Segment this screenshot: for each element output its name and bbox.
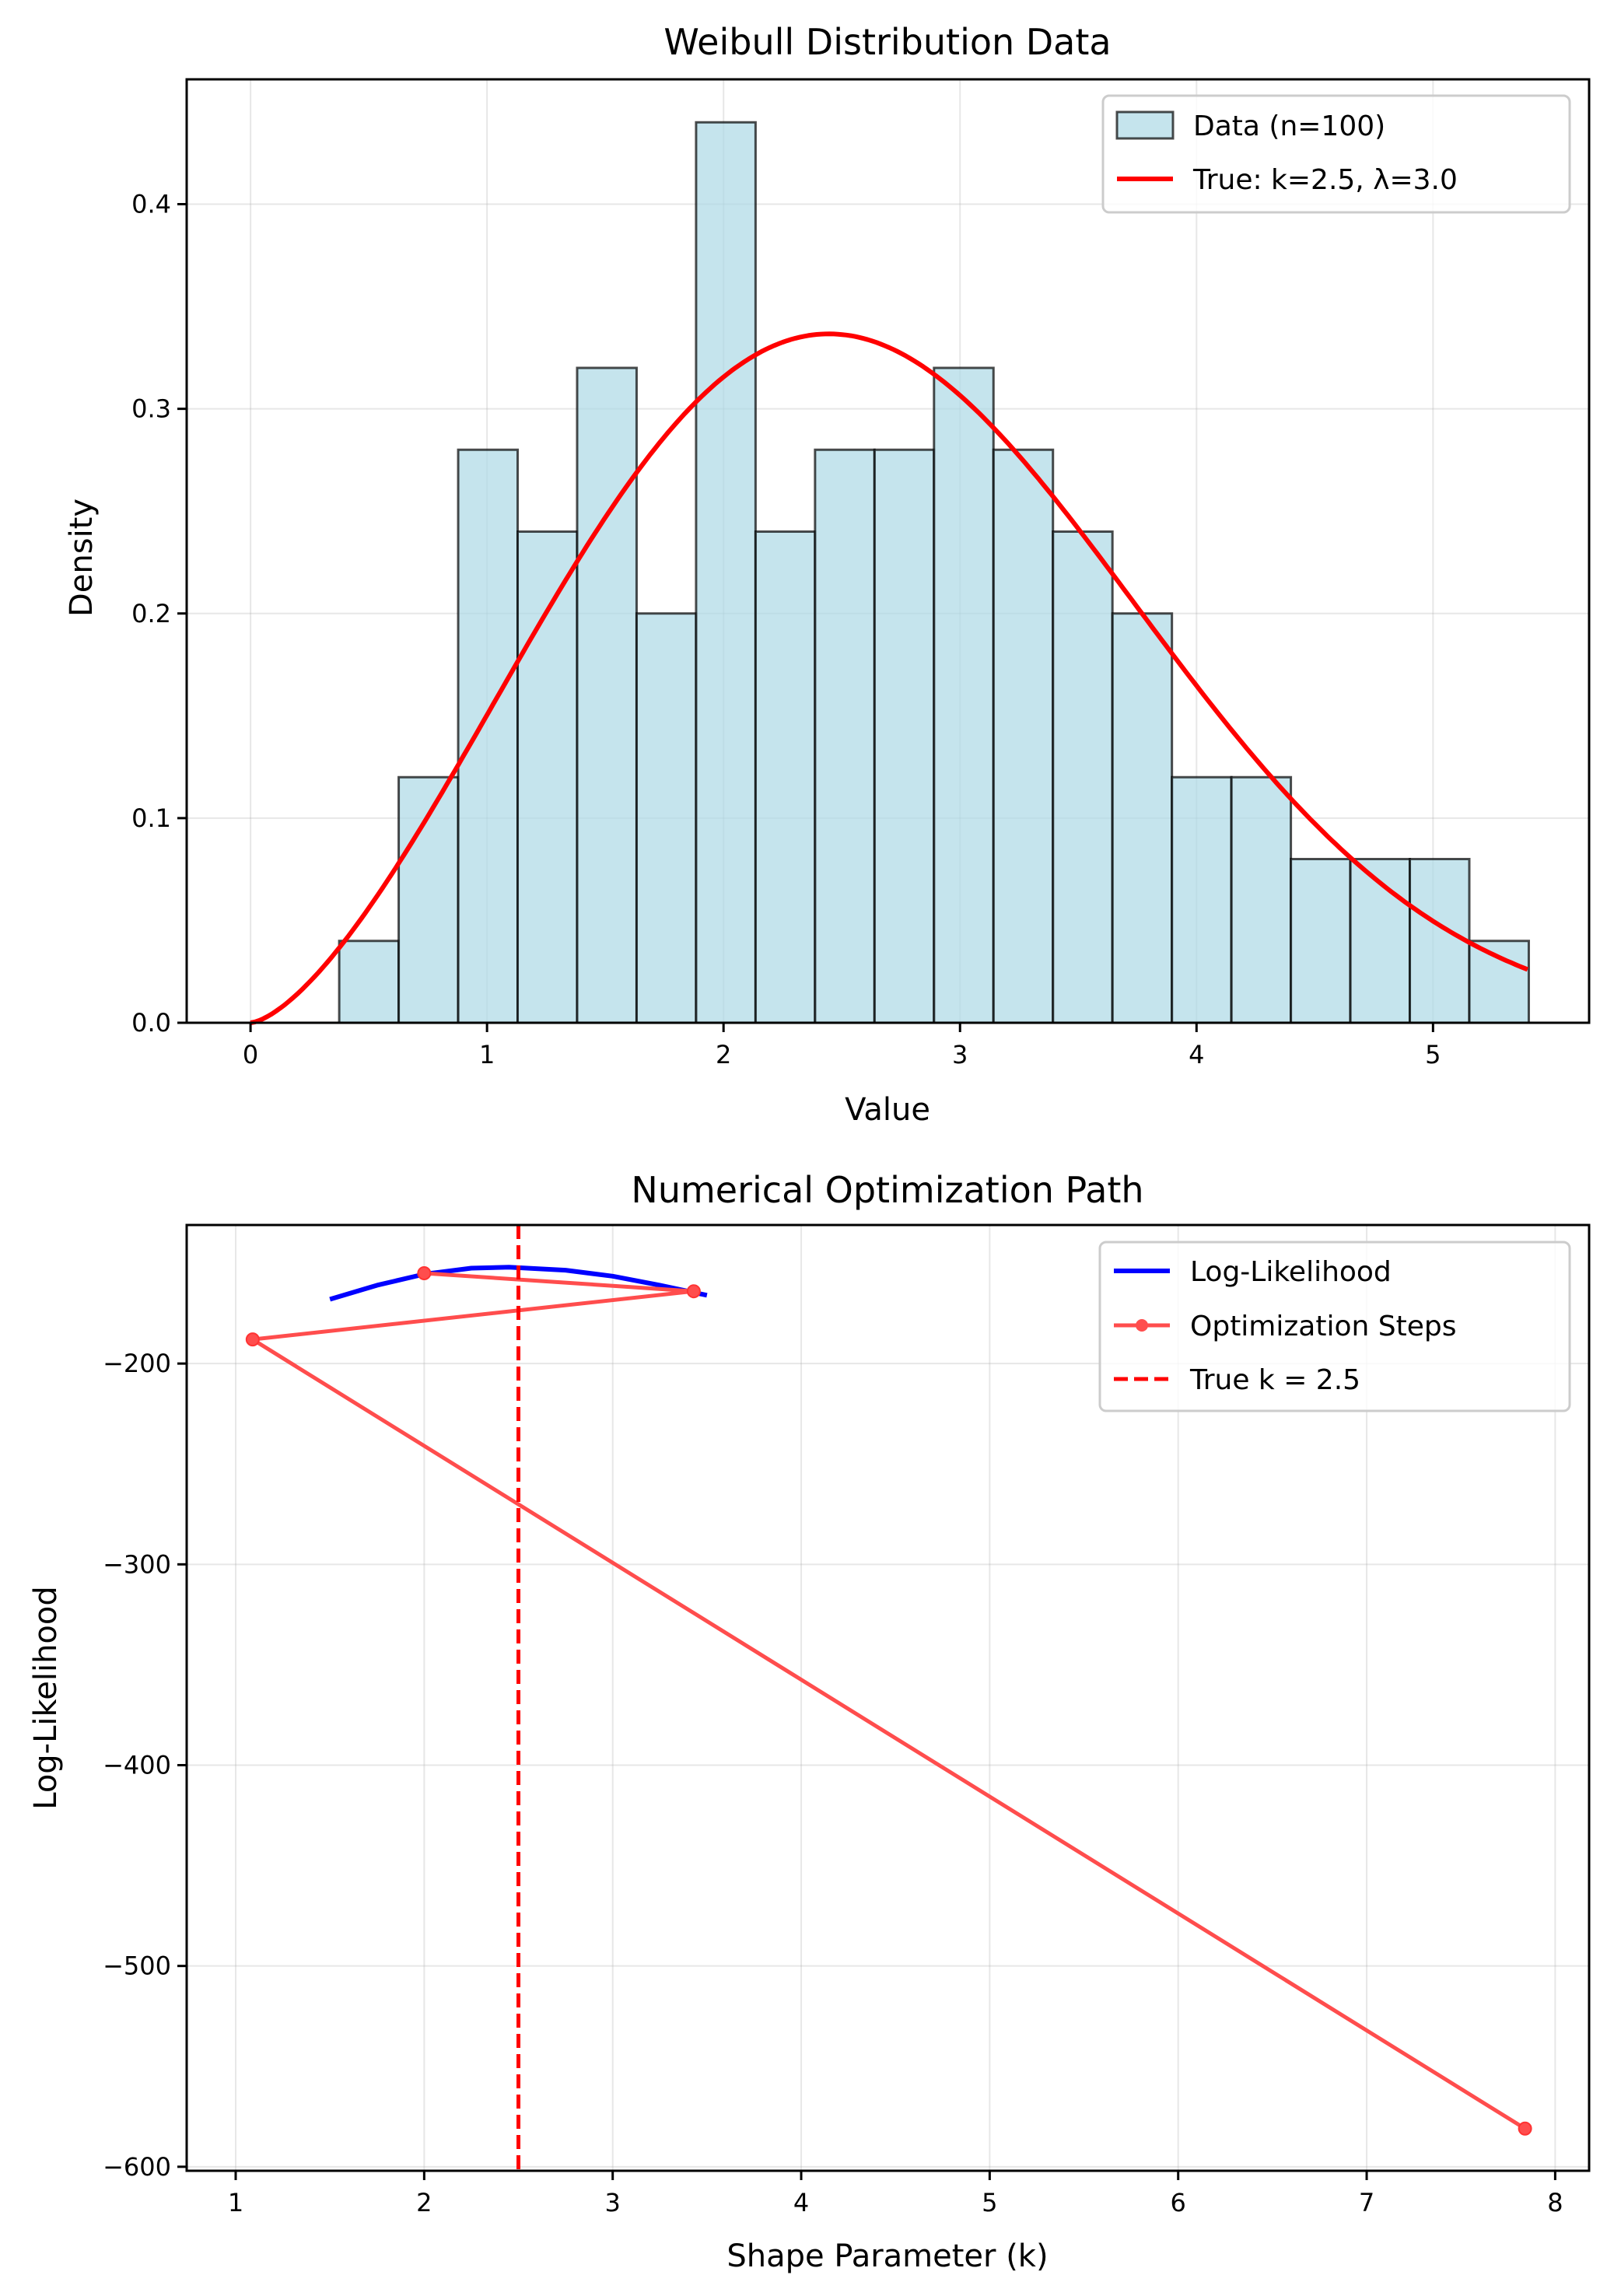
optimization-step-point	[686, 1284, 701, 1299]
x-tick-label: 7	[1359, 2188, 1374, 2217]
x-tick-label: 4	[793, 2188, 809, 2217]
y-tick-label: 0.4	[131, 190, 171, 219]
x-tick-label: 8	[1547, 2188, 1563, 2217]
histogram-bar	[1052, 530, 1114, 1024]
weibull-pdf-curve	[250, 331, 1528, 1025]
legend-label-histogram: Data (n=100)	[1193, 110, 1385, 142]
legend-label-curve: True: k=2.5, λ=3.0	[1192, 164, 1458, 196]
histogram-bar	[695, 121, 757, 1024]
histogram-bar	[814, 448, 876, 1024]
optimization-step-point	[245, 1332, 260, 1347]
x-axis-label: Value	[845, 1092, 930, 1128]
legend-box	[1101, 94, 1571, 214]
plot-lines	[250, 331, 1528, 1025]
legend: Log-Likelihood Optimization Steps True k…	[1098, 1241, 1571, 1412]
legend-label-steps: Optimization Steps	[1190, 1311, 1456, 1342]
axes-frame	[185, 1223, 1591, 2172]
y-tick-label: 0.0	[131, 1008, 171, 1038]
x-tick-label: 3	[605, 2188, 621, 2217]
histogram-chart: 0 1 2 3 4 5 0.0 0.1 0.2 0.3 0.4 Weibull Distributi…	[64, 21, 1591, 1128]
optimization-chart: 1 2 3 4 5 6 7 8 −200 −300 −400 −500 −600 Numerical O…	[28, 1169, 1591, 2274]
histogram-bar	[933, 366, 995, 1024]
log-likelihood-line	[329, 1265, 708, 1302]
y-tick-label: −200	[103, 1349, 171, 1378]
legend: Data (n=100) True: k=2.5, λ=3.0	[1101, 94, 1571, 214]
x-tick-label: 6	[1171, 2188, 1186, 2217]
x-tick-label: 0	[243, 1040, 258, 1069]
x-tick-label: 3	[952, 1040, 968, 1069]
histogram-bar	[754, 530, 817, 1024]
histogram-bar	[576, 366, 638, 1024]
optimization-step-point	[417, 1265, 432, 1280]
histogram-bar	[1230, 775, 1293, 1024]
chart-title: Weibull Distribution Data	[663, 21, 1111, 63]
legend-marker-steps	[1136, 1319, 1148, 1332]
x-tick-label: 1	[479, 1040, 495, 1069]
x-axis-label: Shape Parameter (k)	[726, 2238, 1048, 2274]
histogram-bar	[992, 448, 1055, 1024]
y-tick-label: −400	[103, 1750, 171, 1780]
optimization-step-point	[1518, 2121, 1532, 2136]
x-tick-label: 4	[1189, 1040, 1204, 1069]
plot-lines	[245, 1225, 1532, 2171]
legend-swatch-histogram	[1115, 110, 1175, 140]
y-axis-label: Log-Likelihood	[28, 1586, 64, 1810]
legend-box	[1098, 1241, 1571, 1412]
axes-frame	[185, 78, 1591, 1024]
x-tick-label: 2	[416, 2188, 432, 2217]
histogram-bar	[635, 612, 698, 1024]
y-tick-label: −600	[103, 2152, 171, 2182]
optimization-steps-line	[250, 1271, 1526, 2130]
histogram-bar	[338, 940, 401, 1024]
legend-label-loglik: Log-Likelihood	[1190, 1256, 1392, 1288]
y-tick-label: 0.2	[131, 599, 171, 628]
chart-title: Numerical Optimization Path	[631, 1169, 1143, 1211]
histogram-bar	[457, 448, 520, 1024]
y-tick-label: 0.3	[131, 394, 171, 424]
y-axis-label: Density	[64, 499, 100, 617]
y-tick-label: −500	[103, 1951, 171, 1981]
histogram-bar	[1111, 612, 1174, 1024]
x-tick-label: 5	[982, 2188, 997, 2217]
x-tick-label: 1	[228, 2188, 243, 2217]
histogram-bars	[338, 121, 1530, 1024]
histogram-bar	[1290, 858, 1352, 1024]
legend-label-true-k: True k = 2.5	[1189, 1364, 1360, 1396]
ticks: 0 1 2 3 4 5 0.0 0.1 0.2 0.3 0.4	[131, 190, 1441, 1069]
y-tick-label: −300	[103, 1549, 171, 1579]
histogram-bar	[516, 530, 579, 1024]
ticks: 1 2 3 4 5 6 7 8 −200 −300 −400 −500 −600	[103, 1349, 1563, 2217]
histogram-bar	[1468, 940, 1530, 1024]
histogram-bar	[1409, 858, 1471, 1024]
histogram-bar	[873, 448, 936, 1024]
x-tick-label: 2	[716, 1040, 731, 1069]
y-tick-label: 0.1	[131, 803, 171, 833]
histogram-bar	[1171, 775, 1233, 1024]
x-tick-label: 5	[1425, 1040, 1441, 1069]
